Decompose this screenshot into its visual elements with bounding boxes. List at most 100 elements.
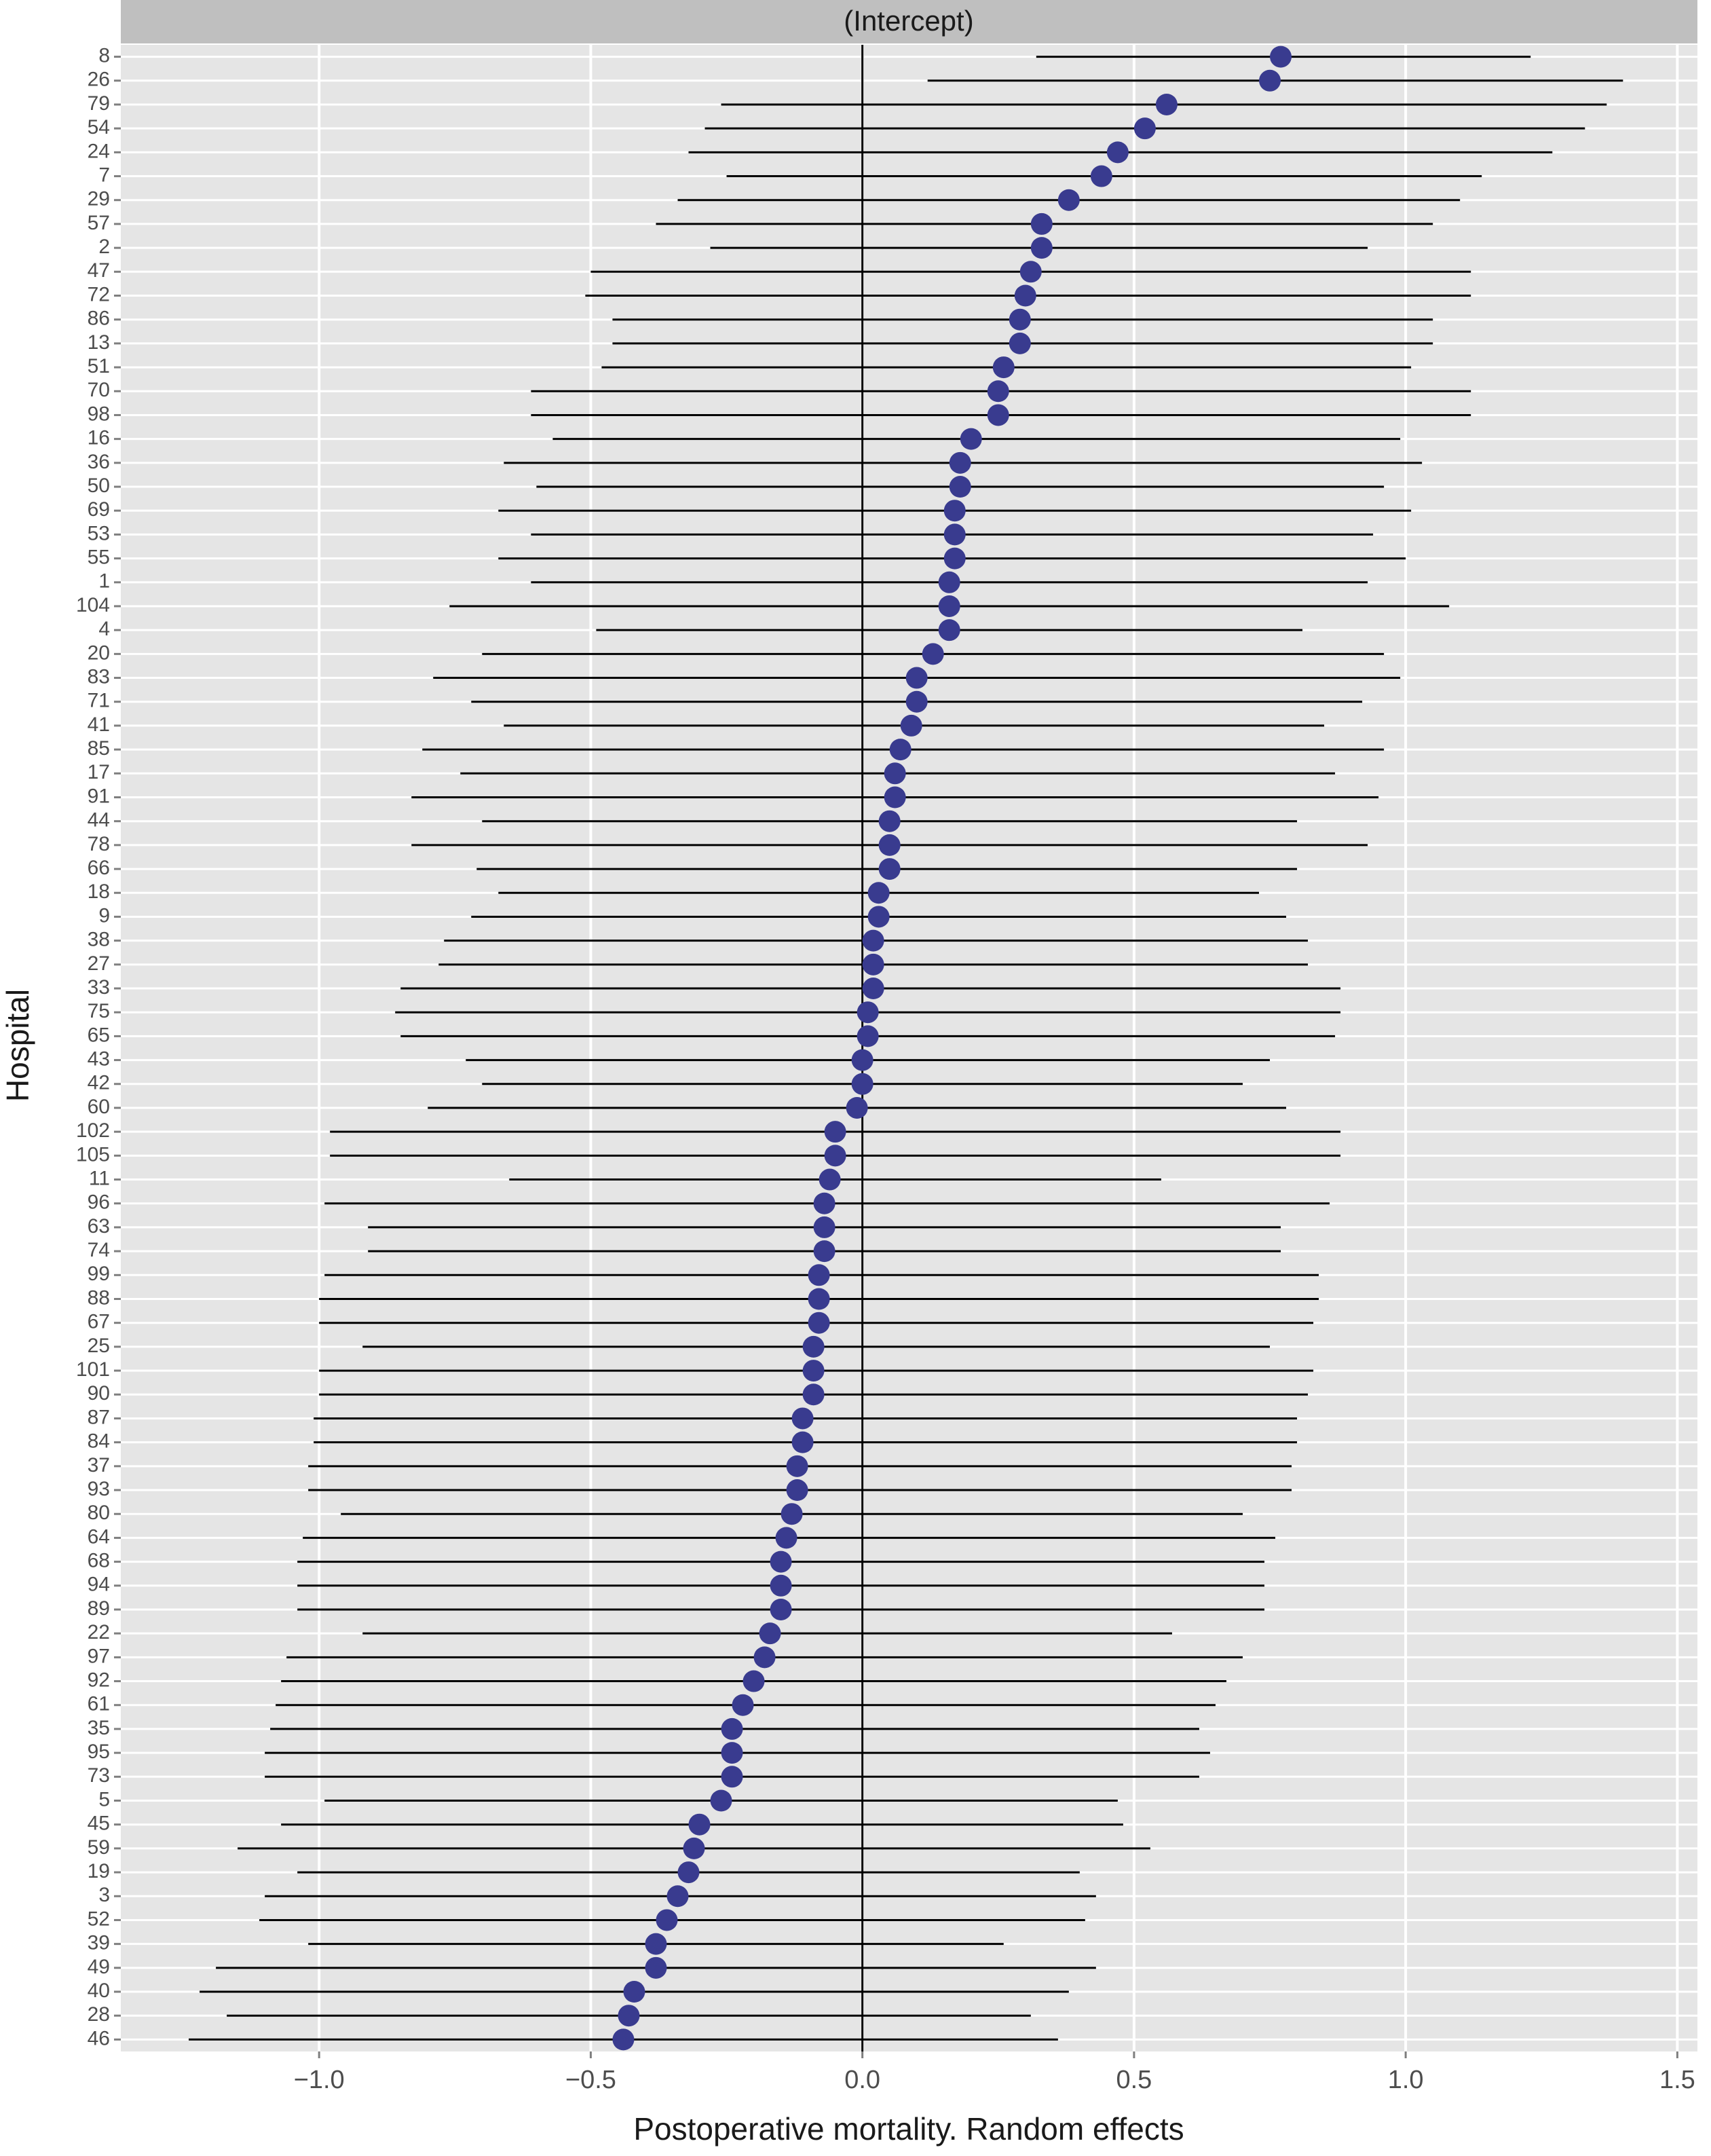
y-tick-label: 104 <box>76 594 110 616</box>
y-tick-label: 55 <box>88 546 110 569</box>
point <box>1019 261 1042 283</box>
point <box>721 1766 743 1788</box>
point <box>666 1885 689 1908</box>
y-tick-label: 99 <box>88 1263 110 1285</box>
point <box>645 1933 667 1955</box>
point <box>867 906 890 928</box>
y-tick-label: 19 <box>88 1860 110 1882</box>
x-tick-label: −1.0 <box>294 2066 345 2094</box>
x-tick-label: 0.5 <box>1116 2066 1152 2094</box>
point <box>862 929 884 952</box>
point <box>1009 308 1031 331</box>
y-tick-label: 89 <box>88 1597 110 1620</box>
y-tick-label: 5 <box>98 1788 110 1810</box>
point <box>677 1861 700 1884</box>
y-tick-label: 22 <box>88 1621 110 1643</box>
point <box>819 1168 841 1191</box>
y-tick-label: 41 <box>88 713 110 736</box>
y-tick-label: 42 <box>88 1072 110 1094</box>
point <box>770 1550 792 1573</box>
y-tick-label: 20 <box>88 642 110 664</box>
y-tick-label: 9 <box>98 904 110 927</box>
x-tick-label: 1.0 <box>1388 2066 1424 2094</box>
point <box>949 476 971 498</box>
y-tick-label: 40 <box>88 1980 110 2002</box>
point <box>846 1096 868 1119</box>
point <box>943 500 966 522</box>
y-tick-label: 28 <box>88 2003 110 2026</box>
point <box>851 1049 873 1071</box>
point <box>900 714 922 737</box>
y-tick-label: 47 <box>88 259 110 282</box>
point <box>867 882 890 904</box>
point <box>618 2005 640 2027</box>
y-tick-label: 60 <box>88 1096 110 1118</box>
point <box>813 1240 835 1263</box>
point <box>987 404 1009 426</box>
y-tick-label: 24 <box>88 140 110 162</box>
y-tick-label: 26 <box>88 69 110 91</box>
point <box>1057 189 1080 211</box>
y-tick-label: 80 <box>88 1502 110 1524</box>
point <box>1155 93 1178 115</box>
point <box>1090 165 1112 187</box>
point <box>1133 117 1156 140</box>
y-tick-label: 69 <box>88 498 110 521</box>
y-tick-label: 72 <box>88 283 110 305</box>
point <box>813 1192 835 1214</box>
y-tick-label: 27 <box>88 952 110 975</box>
point <box>1009 332 1031 354</box>
y-tick-label: 16 <box>88 427 110 449</box>
point <box>1030 237 1053 259</box>
y-tick-label: 73 <box>88 1764 110 1787</box>
y-tick-label: 102 <box>76 1119 110 1142</box>
y-tick-label: 33 <box>88 976 110 999</box>
y-tick-label: 52 <box>88 1908 110 1930</box>
point <box>808 1264 830 1286</box>
y-tick-label: 61 <box>88 1693 110 1715</box>
point <box>857 1025 879 1047</box>
point <box>949 451 971 474</box>
x-tick-label: −0.5 <box>565 2066 616 2094</box>
y-tick-label: 2 <box>98 236 110 258</box>
y-tick-label: 98 <box>88 403 110 425</box>
point <box>992 356 1015 379</box>
point <box>960 428 982 450</box>
x-tick-label: 0.0 <box>844 2066 880 2094</box>
point <box>943 523 966 546</box>
y-tick-label: 49 <box>88 1956 110 1978</box>
point <box>770 1598 792 1620</box>
panel-title: (Intercept) <box>844 5 973 37</box>
point <box>688 1813 711 1836</box>
y-tick-label: 8 <box>98 45 110 67</box>
point <box>786 1479 808 1502</box>
point <box>922 643 944 665</box>
point <box>1014 284 1036 307</box>
y-tick-label: 70 <box>88 379 110 401</box>
y-tick-label: 43 <box>88 1048 110 1071</box>
point <box>987 380 1009 403</box>
y-tick-label: 79 <box>88 92 110 115</box>
point <box>943 547 966 570</box>
point <box>824 1121 846 1143</box>
point <box>938 571 960 593</box>
point <box>878 858 901 880</box>
point <box>770 1574 792 1597</box>
y-tick-label: 1 <box>98 570 110 593</box>
point <box>878 834 901 856</box>
y-tick-label: 57 <box>88 212 110 234</box>
y-tick-label: 59 <box>88 1836 110 1859</box>
y-tick-label: 63 <box>88 1215 110 1238</box>
point <box>802 1360 825 1382</box>
y-tick-label: 36 <box>88 451 110 473</box>
y-tick-label: 88 <box>88 1286 110 1309</box>
y-tick-label: 65 <box>88 1024 110 1046</box>
y-tick-label: 7 <box>98 164 110 186</box>
y-tick-label: 29 <box>88 188 110 210</box>
panel <box>121 45 1697 2051</box>
point <box>683 1837 705 1859</box>
x-tick-label: 1.5 <box>1659 2066 1695 2094</box>
y-tick-label: 11 <box>89 1167 110 1189</box>
y-tick-label: 93 <box>88 1478 110 1500</box>
y-tick-label: 37 <box>88 1454 110 1476</box>
